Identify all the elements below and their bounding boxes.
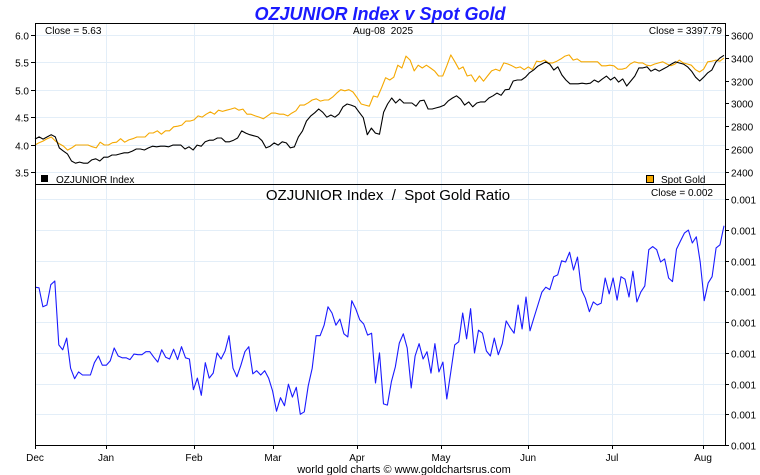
right-y-tick-label: 3000 [731, 100, 754, 111]
x-tick-label: Jan [98, 453, 114, 464]
x-tick-label: Apr [349, 453, 365, 464]
right-y-tick-label: 2800 [731, 123, 754, 134]
gold-line [34, 54, 725, 151]
legend-swatch-gold [646, 175, 654, 183]
ratio-y-tick-label: 0.001 [731, 381, 756, 392]
left-y-tick-label: 5.0 [15, 87, 29, 98]
ratio-y-tick-label: 0.001 [731, 288, 756, 299]
x-tick-label: Dec [26, 453, 44, 464]
right-y-tick-label: 2400 [731, 169, 754, 180]
ratio-y-tick-label: 0.001 [731, 411, 756, 422]
x-tick-label: Jul [606, 453, 619, 464]
series-lines [34, 54, 725, 415]
bottom-panel-frame [35, 184, 726, 446]
legend-label-gold: Spot Gold [661, 175, 705, 186]
right-y-tick-label: 3200 [731, 78, 754, 89]
ratio-panel-title: OZJUNIOR Index / Spot Gold Ratio [266, 187, 510, 204]
left-y-tick-label: 5.5 [15, 59, 29, 70]
left-y-tick-label: 3.5 [15, 169, 29, 180]
right-y-tick-label: 3600 [731, 32, 754, 43]
ratio-y-tick-label: 0.001 [731, 319, 756, 330]
index-close-label: Close = 5.63 [45, 26, 102, 37]
ratio-y-tick-label: 0.001 [731, 442, 756, 453]
top-panel-frame [35, 23, 726, 185]
right-y-tick-label: 2600 [731, 146, 754, 157]
left-y-tick-label: 6.0 [15, 32, 29, 43]
ratio-close-label: Close = 0.002 [651, 188, 713, 199]
x-tick-label: Jun [520, 453, 536, 464]
gridlines [36, 23, 725, 446]
chart-title: OZJUNIOR Index v Spot Gold [254, 4, 506, 24]
date-label: Aug-08 2025 [353, 26, 413, 37]
index-line [34, 54, 725, 164]
axes: Dec Jan Feb Mar Apr May Jun Jul Aug 6.0 5.5 5.0 4.5 4… [15, 32, 756, 465]
x-tick-label: Mar [264, 453, 282, 464]
ratio-y-tick-label: 0.001 [731, 227, 756, 238]
x-tick-label: Feb [185, 453, 203, 464]
ratio-y-tick-label: 0.001 [731, 258, 756, 269]
legend-swatch-index [41, 175, 48, 182]
ratio-line [34, 225, 725, 415]
left-y-tick-label: 4.5 [15, 114, 29, 125]
ratio-y-tick-label: 0.001 [731, 196, 756, 207]
x-tick-label: Aug [694, 453, 712, 464]
ratio-y-tick-label: 0.001 [731, 350, 756, 361]
x-tick-label: May [432, 453, 451, 464]
footer-credit: world gold charts © www.goldchartsrus.co… [296, 464, 511, 475]
legend-label-index: OZJUNIOR Index [56, 175, 134, 186]
gold-close-label: Close = 3397.79 [649, 26, 723, 37]
left-y-tick-label: 4.0 [15, 142, 29, 153]
right-y-tick-label: 3400 [731, 55, 754, 66]
